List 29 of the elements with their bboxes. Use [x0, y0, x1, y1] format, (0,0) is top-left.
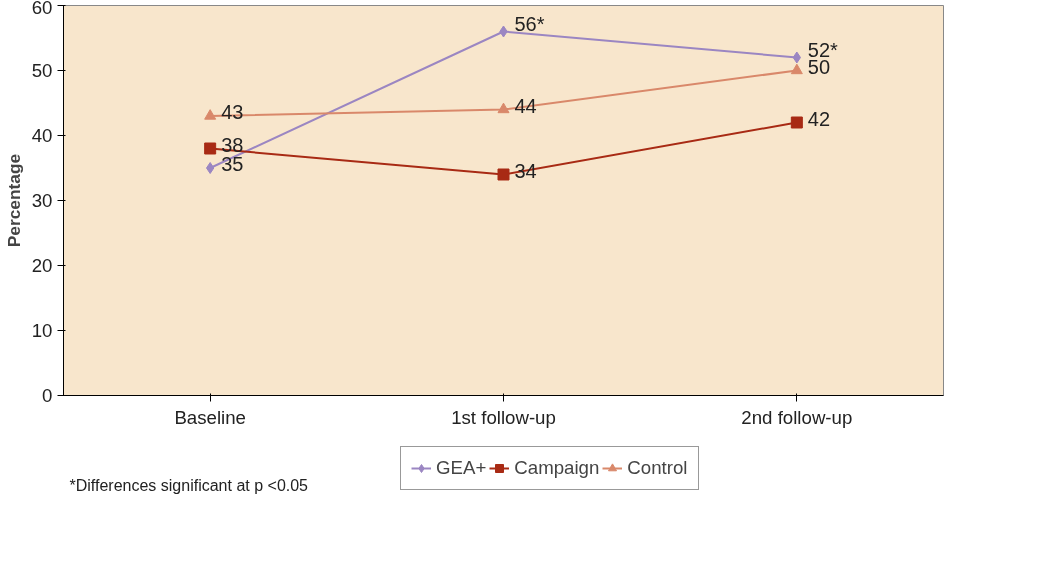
y-tick-label: 20	[31, 255, 53, 276]
text: *Differences significant at p <0.05	[69, 476, 309, 494]
legend-label: GEA+	[436, 457, 487, 479]
legend-label: Campaign	[514, 457, 600, 479]
data-label: 44	[514, 94, 537, 117]
x-tick-label: 1st follow-up	[451, 406, 556, 428]
data-label: 52*	[807, 38, 839, 61]
y-tick-label: 0	[42, 385, 53, 406]
data-label: 43	[221, 101, 244, 123]
legend-label: Control	[627, 457, 688, 479]
y-tick-label: 10	[31, 320, 53, 341]
point	[790, 116, 803, 129]
point	[204, 109, 217, 120]
data-label: 38	[221, 133, 244, 156]
y-tick-label: 30	[31, 190, 53, 211]
y-tick-label: 40	[31, 125, 53, 146]
point	[497, 168, 510, 181]
point	[790, 63, 803, 75]
x-tick-label: Baseline	[174, 406, 246, 428]
point	[204, 142, 217, 155]
point	[497, 102, 510, 114]
data-label: 35	[221, 153, 244, 175]
y-tick-label: 60	[31, 0, 53, 18]
point	[206, 162, 215, 174]
data-label: 42	[807, 107, 831, 130]
data-label: 56*	[514, 12, 545, 35]
y-tick-label: 50	[31, 60, 53, 81]
y-axis-title: Percentage	[3, 153, 24, 248]
x-tick-label: 2nd follow-up	[741, 406, 853, 428]
